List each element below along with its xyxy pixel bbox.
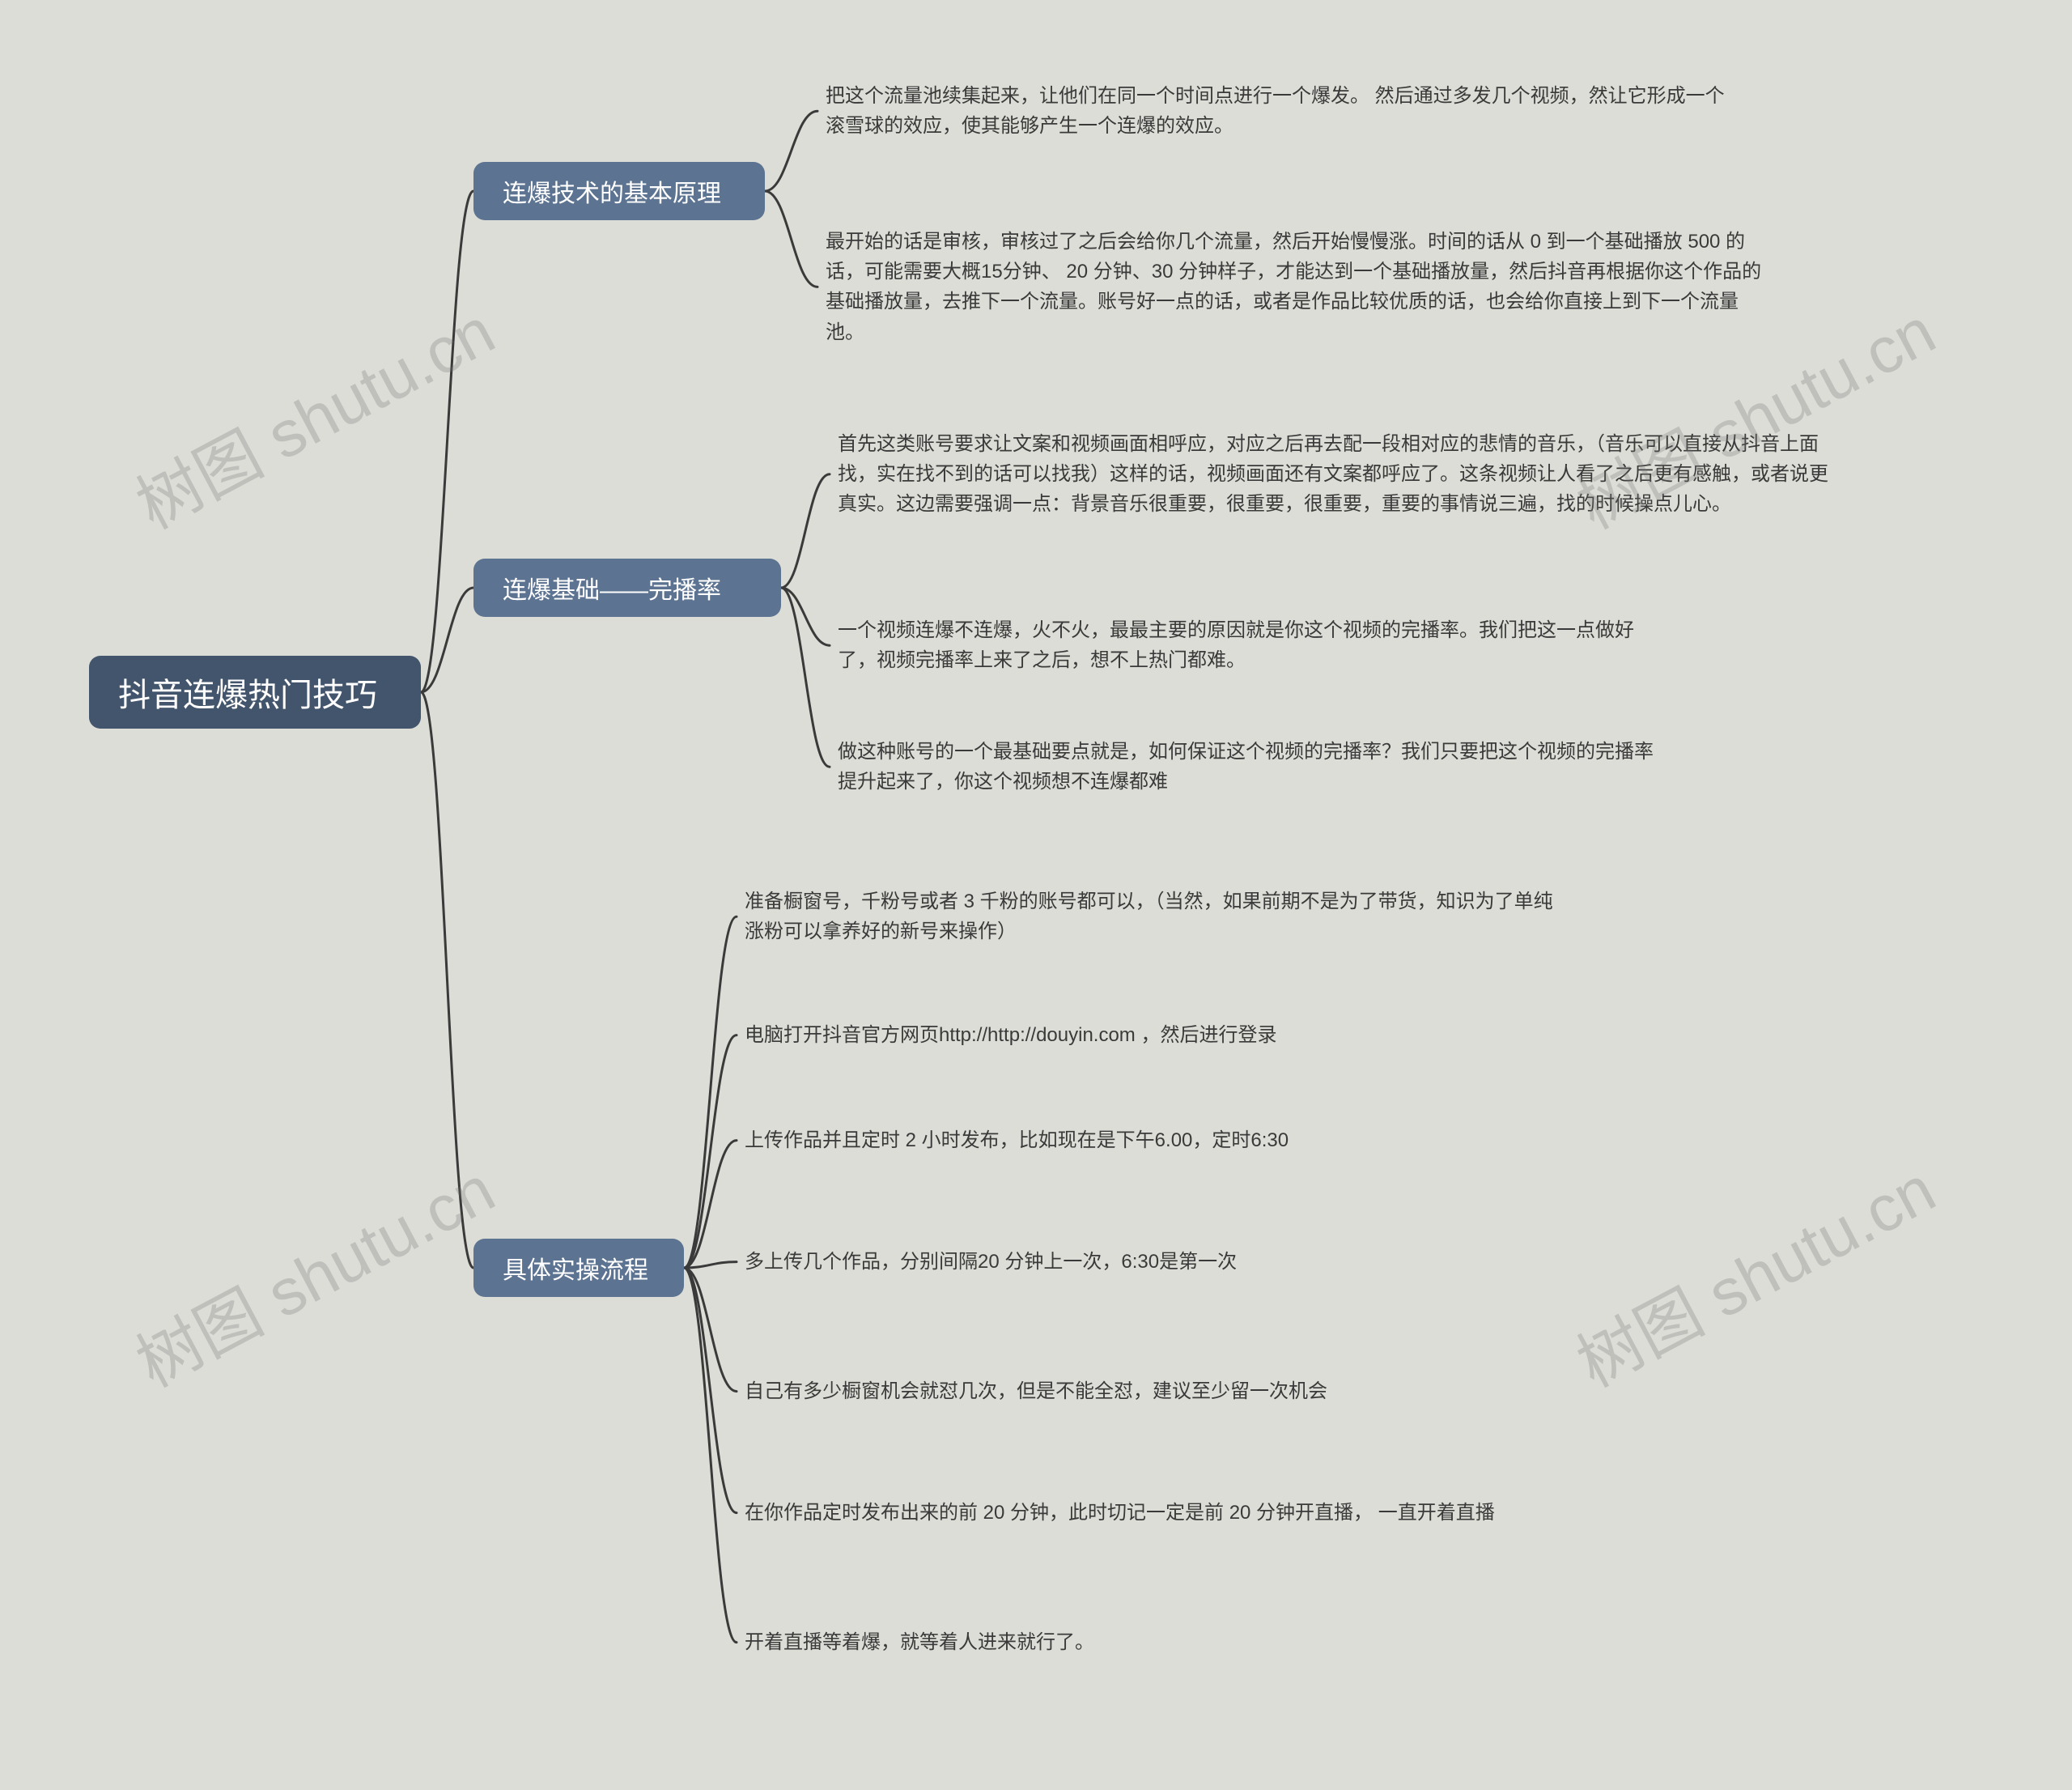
branch-node-b3[interactable]: 具体实操流程 — [473, 1239, 684, 1297]
leaf-text-b2l3: 做这种账号的一个最基础要点就是，如何保证这个视频的完播率？我们只要把这个视频的完… — [838, 737, 1663, 797]
leaf-text-b3l6: 在你作品定时发布出来的前 20 分钟，此时切记一定是前 20 分钟开直播， 一直… — [745, 1498, 1781, 1528]
watermark: 树图 shutu.cn — [1559, 1138, 1949, 1405]
leaf-text-b3l2: 电脑打开抖音官方网页http://http://douyin.com ，然后进行… — [745, 1020, 1554, 1050]
leaf-text-b3l4: 多上传几个作品，分别间隔20 分钟上一次，6:30是第一次 — [745, 1247, 1554, 1277]
branch-label: 连爆技术的基本原理 — [503, 173, 721, 209]
branch-node-b2[interactable]: 连爆基础——完播率 — [473, 559, 781, 617]
root-label: 抖音连爆热门技巧 — [118, 669, 377, 716]
leaf-text-b3l5: 自己有多少橱窗机会就怼几次，但是不能全怼，建议至少留一次机会 — [745, 1376, 1554, 1406]
watermark: 树图 shutu.cn — [118, 1138, 508, 1405]
root-node[interactable]: 抖音连爆热门技巧 — [89, 656, 421, 729]
leaf-text-b1l1: 把这个流量池续集起来，让他们在同一个时间点进行一个爆发。 然后通过多发几个视频，… — [826, 81, 1740, 141]
leaf-text-b2l2: 一个视频连爆不连爆，火不火，最最主要的原因就是你这个视频的完播率。我们把这一点做… — [838, 615, 1663, 675]
branch-label: 连爆基础——完播率 — [503, 570, 721, 606]
watermark: 树图 shutu.cn — [118, 280, 508, 547]
leaf-text-b2l1: 首先这类账号要求让文案和视频画面相呼应，对应之后再去配一段相对应的悲情的音乐，（… — [838, 429, 1841, 520]
leaf-text-b3l3: 上传作品并且定时 2 小时发布，比如现在是下午6.00，定时6:30 — [745, 1125, 1554, 1155]
branch-node-b1[interactable]: 连爆技术的基本原理 — [473, 162, 765, 220]
leaf-text-b3l7: 开着直播等着爆，就等着人进来就行了。 — [745, 1627, 1554, 1657]
leaf-text-b1l2: 最开始的话是审核，审核过了之后会给你几个流量，然后开始慢慢涨。时间的话从 0 到… — [826, 227, 1773, 347]
leaf-text-b3l1: 准备橱窗号，千粉号或者 3 千粉的账号都可以，（当然，如果前期不是为了带货，知识… — [745, 886, 1554, 946]
branch-label: 具体实操流程 — [503, 1250, 648, 1286]
